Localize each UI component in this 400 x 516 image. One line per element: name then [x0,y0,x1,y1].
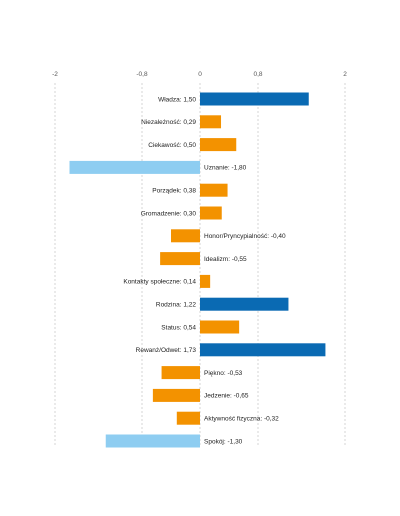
bar-gromadzenie [200,206,222,220]
bars [69,92,326,448]
bar-ciekawość [200,138,237,152]
bar-label: Uznanie: -1,80 [204,165,247,172]
bar-label: Władza: 1,50 [158,96,196,103]
bar-label: Ciekawość: 0,50 [148,142,196,149]
bar-aktywność-fizyczna [176,411,200,425]
bar-władza [200,92,309,106]
bar-piękno [161,366,200,380]
x-tick-label: 2 [343,71,347,78]
bar-label: Rodzina: 1,22 [156,302,196,309]
bar-label: Aktywność fizyczna: -0,32 [204,416,279,423]
x-axis-ticks: -2 -0,8 0 0,8 2 [52,71,347,78]
bar-kontakty-społeczne [200,274,211,288]
bar-idealizm [160,252,200,266]
bar-label: Kontakty społeczne: 0,14 [123,279,196,286]
x-tick-label: -0,8 [136,71,148,78]
bar-honor-pryncypialność [171,229,200,243]
bar-label: Piękno: -0,53 [204,370,243,377]
bar-label: Idealizm: -0,55 [204,256,247,263]
bar-porządek [200,183,228,197]
bar-uznanie [69,160,200,174]
bar-niezależność [200,115,222,129]
bar-label: Gromadzenie: 0,30 [141,210,197,217]
bar-labels: Władza: 1,50 Niezależność: 0,29 Ciekawość:… [123,96,286,445]
bar-label: Honor/Pryncypialność: -0,40 [204,233,286,240]
bar-label: Spokój: -1,30 [204,438,243,445]
bar-status [200,320,240,334]
bar-label: Status: 0,54 [161,324,196,331]
bar-jedzenie [152,388,200,402]
x-tick-label: 0 [198,71,202,78]
bar-label: Niezależność: 0,29 [141,119,196,126]
x-tick-label: -2 [52,71,58,78]
x-tick-label: 0,8 [253,71,262,78]
bar-label: Porządek: 0,38 [152,188,196,195]
bar-rodzina [200,297,289,311]
bar-rewanż-odwet [200,343,326,357]
bar-spokój [105,434,200,448]
bar-label: Rewanż/Odwet: 1,73 [136,347,197,354]
bar-label: Jedzenie: -0,65 [204,393,249,400]
